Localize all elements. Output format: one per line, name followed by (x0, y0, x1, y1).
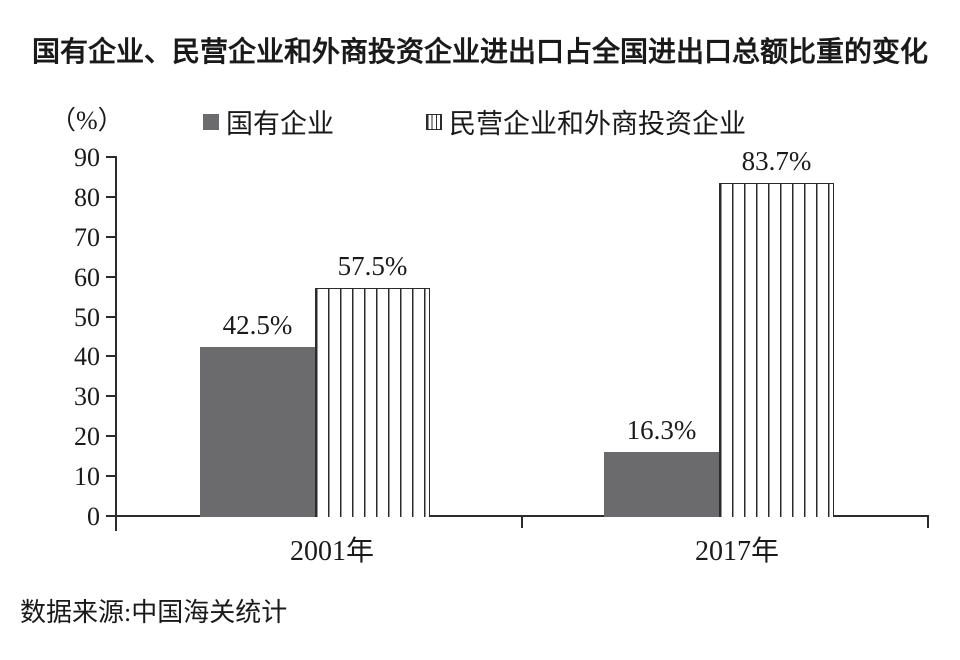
y-axis-tick (106, 355, 115, 358)
x-category-label-2017: 2017年 (694, 536, 779, 567)
bar-value-label-state-owned-2001: 42.5% (222, 310, 293, 341)
legend-label-state-owned: 国有企业 (226, 109, 334, 139)
chart-title: 国有企业、民营企业和外商投资企业进出口占全国进出口总额比重的变化 (31, 36, 928, 67)
y-axis-tick (106, 195, 115, 198)
vertical-stripes-square-icon (426, 113, 442, 130)
y-tick-label: 40 (74, 342, 100, 372)
legend-label-private-foreign: 民营企业和外商投资企业 (449, 109, 746, 139)
y-axis-line (115, 156, 117, 531)
bar-value-label-state-owned-2017: 16.3% (626, 414, 697, 445)
y-tick-label: 20 (74, 422, 100, 452)
y-axis-tick (106, 275, 115, 278)
y-tick-label: 10 (74, 462, 100, 492)
bar-private-foreign-2017 (719, 183, 834, 517)
x-axis-tick (521, 517, 523, 528)
bar-state-owned-2001 (200, 347, 315, 517)
y-tick-label: 90 (74, 143, 100, 172)
y-axis-tick (106, 235, 115, 238)
y-axis-unit-label: （%） (50, 106, 124, 135)
y-axis-tick (106, 156, 115, 158)
y-tick-label: 60 (74, 262, 100, 292)
y-axis-tick (106, 395, 115, 398)
legend-item-state-owned: 国有企业 (203, 102, 334, 141)
x-category-label-2001: 2001年 (289, 536, 374, 567)
bar-value-label-private-foreign-2001: 57.5% (337, 250, 408, 281)
legend-item-private-foreign: 民营企业和外商投资企业 (426, 102, 746, 141)
y-axis-tick (106, 515, 115, 517)
bar-value-label-private-foreign-2017: 83.7% (741, 146, 812, 177)
bar-private-foreign-2001 (315, 287, 430, 517)
y-axis-tick (106, 315, 115, 318)
y-tick-label: 80 (74, 182, 100, 212)
y-axis-tick (106, 475, 115, 478)
x-axis-line (115, 515, 929, 517)
bar-state-owned-2017 (604, 451, 719, 517)
data-source-note: 数据来源:中国海关统计 (20, 598, 288, 627)
y-tick-label: 50 (74, 302, 100, 332)
x-axis-tick (927, 517, 929, 528)
y-axis-tick (106, 435, 115, 438)
y-tick-label: 0 (87, 502, 100, 531)
solid-gray-square-icon (203, 113, 219, 130)
y-tick-label: 30 (74, 382, 100, 412)
y-tick-label: 70 (74, 222, 100, 252)
